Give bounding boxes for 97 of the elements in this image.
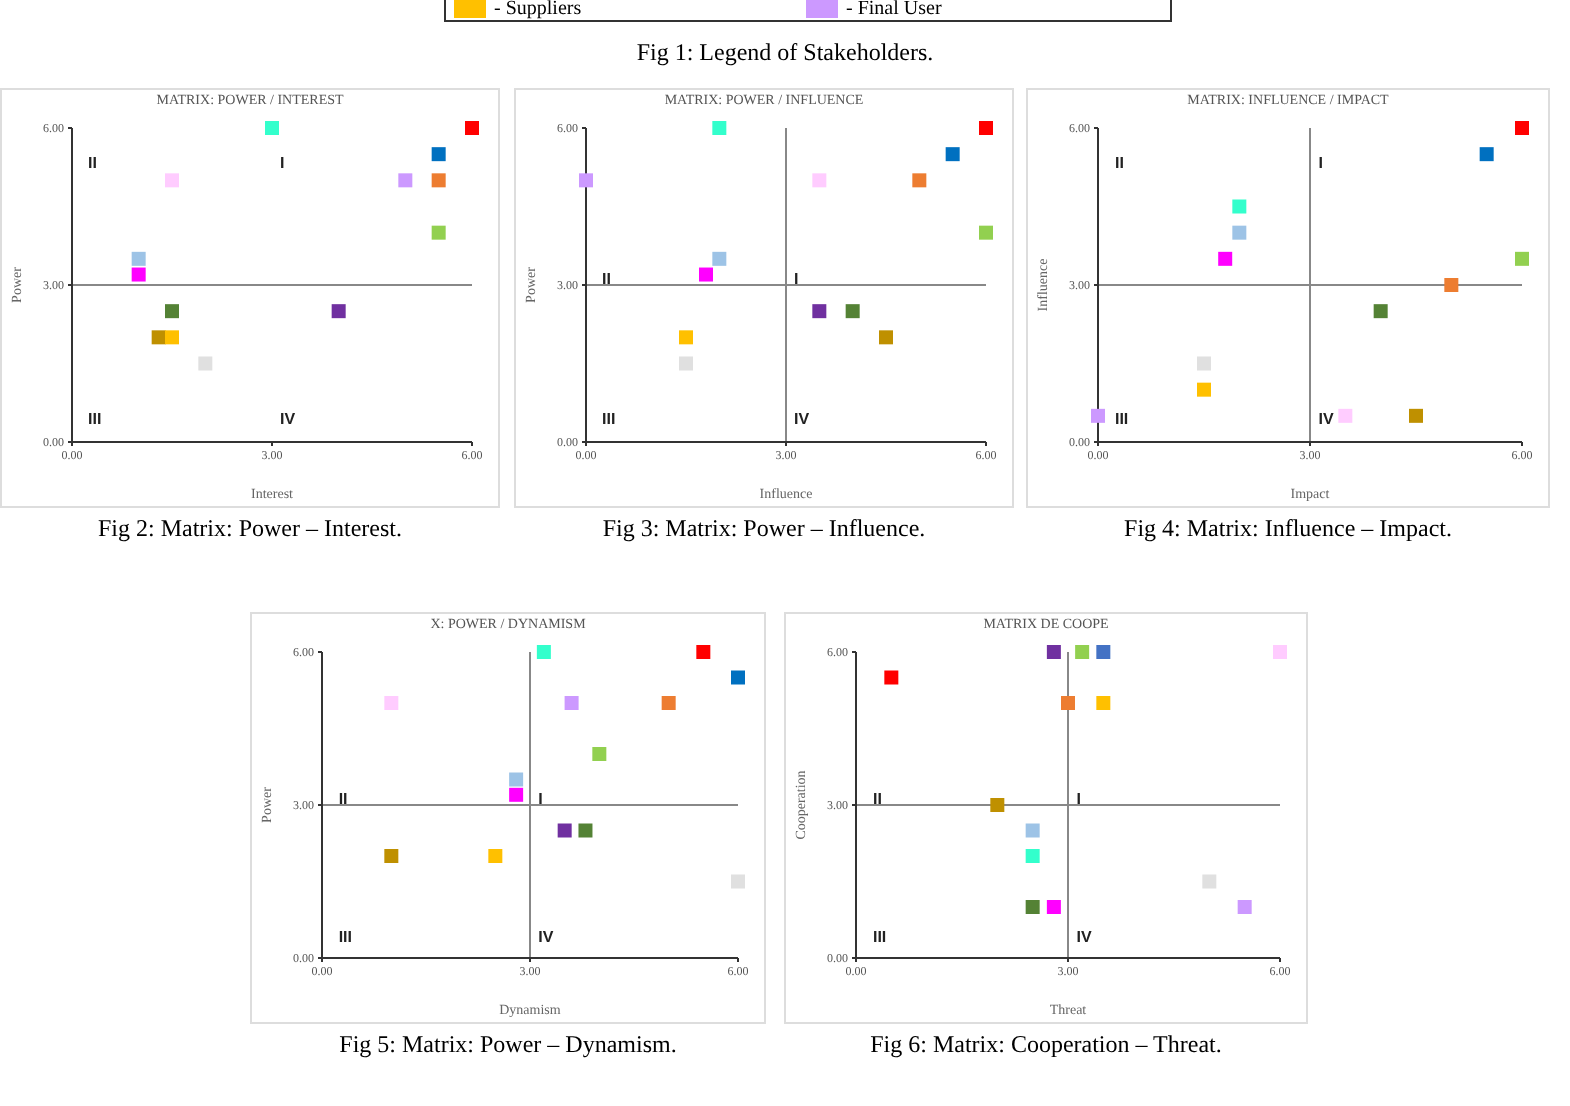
point [990,798,1005,812]
caption: Fig 1: Legend of Stakeholders. [634,38,936,68]
point [1237,900,1252,914]
annotation: IV [1076,927,1092,946]
point [131,267,146,282]
point [1046,645,1061,659]
point [1025,823,1040,838]
point [165,173,179,188]
point [465,121,479,135]
point [557,823,572,838]
annotation: III [338,927,352,946]
point [592,747,607,761]
caption: Fig 5: Matrix: Power – Dynamism. [337,1030,679,1060]
point [431,147,446,162]
point [1202,874,1217,889]
point [845,304,860,319]
caption: Fig 2: Matrix: Power – Interest. [96,514,404,544]
annotation: III [88,410,102,429]
point [1091,408,1105,423]
annotation: III [602,410,616,429]
point [1075,645,1090,659]
point [384,849,399,863]
point [1218,251,1233,266]
point [488,849,503,863]
point [1197,356,1211,371]
point [1096,696,1111,710]
annotation: II [872,789,882,808]
point [1273,645,1287,659]
point [509,787,524,802]
point [699,267,713,282]
point [1096,645,1111,659]
point [509,772,524,787]
annotation: II [1114,153,1124,172]
point [884,670,899,685]
point [131,251,146,266]
point [979,121,993,135]
point [384,696,399,710]
point [431,173,446,188]
annotation: II [88,153,97,172]
point [165,304,179,319]
point [731,670,745,685]
point [431,225,446,240]
annotation: IV [1318,410,1334,429]
point [945,147,960,162]
point [679,330,693,345]
point [536,645,551,659]
annotation: III [872,927,887,946]
annotation: I [794,269,799,288]
point [331,304,346,319]
point [165,330,179,345]
point [198,356,213,371]
annotation: I [1318,153,1323,172]
point [712,121,727,135]
point [1444,278,1459,292]
caption: Fig 3: Matrix: Power – Influence. [600,514,928,544]
point [979,225,993,240]
annotation: IV [280,410,296,429]
point [564,696,579,710]
point [712,251,727,266]
point [696,645,711,659]
point [661,696,676,710]
point [1479,147,1494,162]
point [731,874,745,889]
annotation: I [280,153,285,172]
point [1338,408,1353,423]
annotation: III [1114,410,1129,429]
point [1061,696,1075,710]
point [1197,382,1211,397]
annotation: IV [538,927,554,946]
annotation: IV [794,410,810,429]
point [1232,225,1247,240]
point [1025,900,1040,914]
caption: Fig 4: Matrix: Influence – Impact. [1122,514,1454,544]
annotation: I [538,789,543,808]
point [1046,900,1061,914]
point [1232,199,1247,214]
point [679,356,693,371]
text: - Final User [846,0,942,20]
point [151,330,166,345]
point [1515,251,1529,266]
annotation: I [1076,789,1081,808]
point [1373,304,1388,319]
point [812,304,827,319]
point [265,121,279,135]
annotation: II [338,789,348,808]
point [579,173,593,188]
point [912,173,927,188]
point [1025,849,1040,863]
annotation: II [602,269,611,288]
point [1515,121,1529,135]
caption: Fig 6: Matrix: Cooperation – Threat. [868,1030,1224,1060]
text: - Suppliers [494,0,582,20]
point [1409,408,1423,423]
point [578,823,593,838]
point [398,173,413,188]
point [812,173,827,188]
point [879,330,893,345]
